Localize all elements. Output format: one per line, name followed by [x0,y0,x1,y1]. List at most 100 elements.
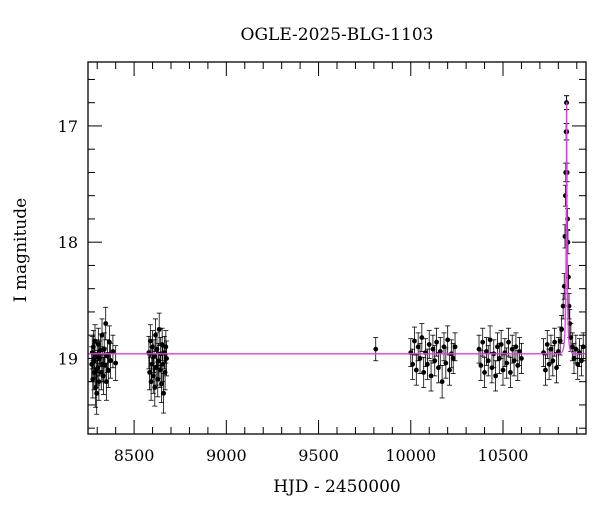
point-marker [550,358,556,364]
point-marker [419,335,425,340]
point-marker [155,376,161,382]
point-marker [487,337,493,343]
data-point [421,356,427,388]
point-marker [439,379,445,385]
data-point [485,345,491,377]
data-points [89,95,586,415]
point-marker [580,344,586,350]
point-marker [151,353,157,359]
data-point [550,345,556,377]
point-marker [552,339,558,345]
point-marker [569,344,575,350]
point-marker [94,390,100,396]
data-point [108,342,114,379]
point-marker [104,379,109,385]
data-point [435,352,441,384]
data-point [158,365,164,404]
data-point [110,334,116,369]
point-marker [504,360,510,366]
data-point [452,332,458,362]
point-marker [147,338,153,344]
point-marker [554,365,559,371]
x-tick-label: 9000 [206,446,247,465]
data-point [443,347,449,379]
x-tick-label: 9500 [298,446,339,465]
data-point [164,340,170,377]
data-point [113,345,119,381]
point-marker [106,339,112,345]
data-point [373,337,379,362]
x-tick-label: 10500 [478,446,529,465]
point-marker [493,373,499,379]
point-marker [413,367,419,373]
point-marker [108,358,113,364]
data-point [553,352,559,384]
point-marker [555,349,561,354]
point-marker [548,346,554,352]
point-marker [105,367,111,373]
point-marker [507,369,513,375]
y-tick-label: 18 [58,233,78,252]
point-marker [500,367,506,373]
point-marker [421,369,427,375]
point-marker [92,338,98,344]
data-point [432,345,438,377]
point-marker [559,326,565,332]
data-point [569,332,575,362]
point-marker [560,303,566,309]
x-tick-label: 10000 [385,446,436,465]
data-point [552,327,558,357]
point-marker [434,339,439,345]
data-point [99,318,105,352]
point-marker [424,361,430,367]
point-marker [443,360,449,366]
data-point [95,349,101,386]
y-axis-label: I magnitude [11,198,31,302]
point-marker [415,344,421,350]
data-point [507,356,513,388]
point-marker [519,356,524,361]
data-point [513,332,519,362]
data-point [580,332,586,362]
data-point [518,342,524,374]
point-marker [509,346,515,352]
point-marker [447,367,452,373]
data-point [159,327,165,362]
model-curve [88,102,586,355]
chart-title: OGLE-2025-BLG-1103 [241,25,434,45]
point-marker [156,326,162,332]
point-marker [101,346,107,352]
point-marker [103,321,109,326]
x-axis-ticks: 8500 9000 9500 10000 10500 [96,62,578,465]
data-point [415,332,421,362]
data-point [96,362,102,401]
point-marker [159,381,164,387]
data-point [413,354,419,386]
data-point [161,373,167,414]
data-point [548,334,554,364]
y-tick-label: 19 [58,349,78,368]
data-point [103,306,109,341]
data-point [560,292,566,320]
point-marker [445,337,451,343]
data-point [439,365,445,399]
data-point [428,360,434,392]
point-marker [428,373,434,379]
point-marker [450,356,456,361]
point-marker [452,344,458,350]
point-marker [513,344,519,350]
point-marker [436,365,441,371]
point-marker [432,358,438,364]
point-marker [575,361,581,367]
data-point [430,334,436,364]
point-marker [95,342,101,347]
point-marker [430,346,436,352]
point-marker [495,344,500,350]
x-tick-label: 8500 [114,446,155,465]
point-marker [159,342,165,347]
y-axis-ticks: 17 18 19 [58,78,586,429]
data-point [542,354,548,386]
point-marker [164,356,169,361]
point-marker [517,349,522,354]
